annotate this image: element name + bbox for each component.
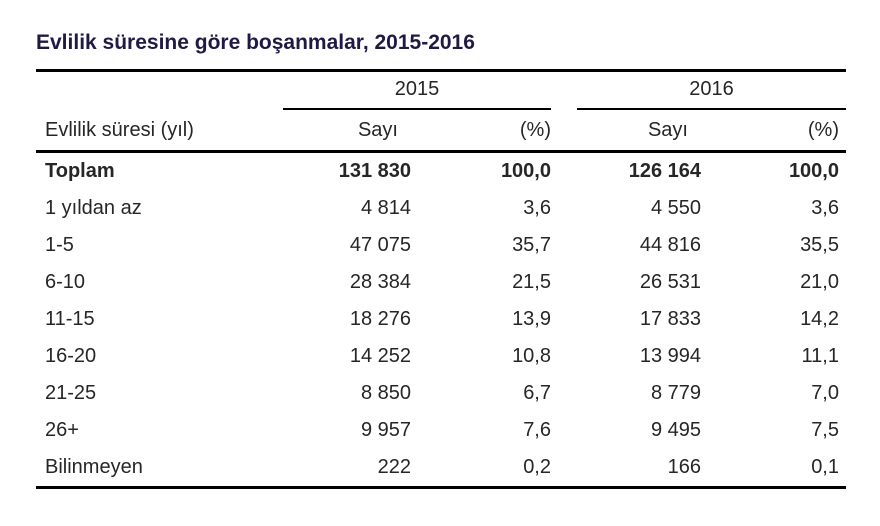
percent-2016: 35,5 [800, 234, 839, 256]
percent-2015: 6,7 [523, 382, 551, 404]
row-label: 21-25 [45, 382, 97, 404]
count-2015: 8 850 [360, 382, 411, 404]
col-header-percent-2015: (%) [411, 110, 551, 153]
percent-2016: 0,1 [701, 449, 846, 489]
percent-2015: 3,6 [523, 197, 551, 219]
count-2016: 9 495 [650, 419, 701, 441]
row-label: 11-15 [45, 308, 95, 330]
table-row-1-5: 1-5 47 075 35,7 44 816 35,5 [36, 227, 846, 264]
table-row-26-plus: 26+ 9 957 7,6 9 495 7,5 [36, 412, 846, 449]
count-2015: 4 814 [360, 197, 411, 219]
table-header: 2015 2016 Evlilik süresi (yıl) Sayı (%) … [36, 71, 846, 153]
count-2015: 14 252 [349, 345, 411, 367]
col-header-count-2015: Sayı [283, 110, 411, 153]
percent-2015: 35,7 [512, 234, 551, 256]
count-2015: 222 [283, 449, 411, 489]
row-label: Toplam [45, 160, 115, 182]
count-2015: 28 384 [349, 271, 411, 293]
table-row-bilinmeyen: Bilinmeyen 222 0,2 166 0,1 [36, 449, 846, 489]
count-2015: 47 075 [349, 234, 411, 256]
year-header-row: 2015 2016 [36, 71, 846, 111]
percent-2016: 3,6 [811, 197, 839, 219]
row-label: 1-5 [45, 234, 74, 256]
percent-2015: 21,5 [512, 271, 551, 293]
percent-2016: 7,5 [811, 419, 839, 441]
count-2016: 126 164 [628, 160, 701, 182]
year-group-2015-cell: 2015 [283, 71, 551, 110]
col-header-count-2016: Sayı [551, 110, 701, 153]
row-label: Bilinmeyen [36, 449, 283, 489]
count-2015: 9 957 [360, 419, 411, 441]
row-label: 16-20 [45, 345, 97, 367]
count-2015: 131 830 [338, 160, 411, 182]
percent-2015: 10,8 [512, 345, 551, 367]
percent-2016: 7,0 [811, 382, 839, 404]
year-group-2016-cell: 2016 [551, 71, 846, 110]
table-row-16-20: 16-20 14 252 10,8 13 994 11,1 [36, 338, 846, 375]
divorce-by-marriage-duration-table: 2015 2016 Evlilik süresi (yıl) Sayı (%) … [36, 69, 846, 489]
row-label: 6-10 [45, 271, 86, 293]
year-group-2015-label: 2015 [283, 72, 551, 110]
table-row-11-15: 11-15 18 276 13,9 17 833 14,2 [36, 301, 846, 338]
count-2016: 13 994 [639, 345, 701, 367]
table-body: Toplam 131 830 100,0 126 164 100,0 1 yıl… [36, 152, 846, 489]
table-row-toplam: Toplam 131 830 100,0 126 164 100,0 [36, 152, 846, 191]
page-title: Evlilik süresine göre boşanmalar, 2015-2… [36, 31, 475, 54]
percent-2016: 100,0 [788, 160, 839, 182]
percent-2015: 7,6 [523, 419, 551, 441]
percent-2016: 11,1 [801, 345, 839, 367]
percent-2015: 0,2 [411, 449, 551, 489]
percent-2015: 100,0 [500, 160, 551, 182]
count-2016: 17 833 [639, 308, 701, 330]
column-header-row: Evlilik süresi (yıl) Sayı (%) Sayı (%) [36, 110, 846, 153]
percent-2016: 21,0 [800, 271, 839, 293]
col-header-percent-2016: (%) [701, 110, 846, 153]
year-group-2016-label: 2016 [577, 72, 846, 110]
percent-2016: 14,2 [800, 308, 839, 330]
count-2016: 26 531 [639, 271, 701, 293]
count-2016: 44 816 [639, 234, 701, 256]
row-label: 1 yıldan az [45, 197, 142, 219]
count-2016: 166 [551, 449, 701, 489]
count-2015: 18 276 [349, 308, 411, 330]
year-header-spacer [36, 71, 283, 111]
row-header-label: Evlilik süresi (yıl) [36, 110, 283, 153]
row-label: 26+ [45, 419, 79, 441]
table-row-1-yildan-az: 1 yıldan az 4 814 3,6 4 550 3,6 [36, 190, 846, 227]
percent-2015: 13,9 [512, 308, 551, 330]
count-2016: 4 550 [650, 197, 701, 219]
count-2016: 8 779 [650, 382, 701, 404]
table-row-21-25: 21-25 8 850 6,7 8 779 7,0 [36, 375, 846, 412]
table-row-6-10: 6-10 28 384 21,5 26 531 21,0 [36, 264, 846, 301]
